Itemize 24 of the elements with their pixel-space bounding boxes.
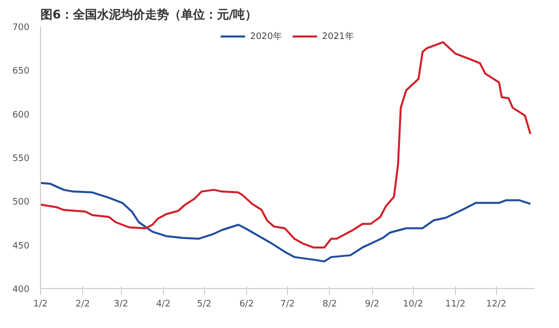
x-tick-label: 2/2 [76,300,90,310]
y-tick-label: 700 [12,23,30,33]
x-tick-label: 1/2 [33,300,48,310]
legend-label: 2021年 [322,30,354,42]
y-tick-label: 450 [12,241,30,252]
chart-title: 图6：全国水泥均价走势（单位：元/吨） [40,8,258,22]
y-tick-label: 600 [12,110,30,120]
x-tick-label: 12/2 [486,300,506,310]
x-tick-label: 9/2 [364,300,380,310]
x-tick-label: 4/2 [156,300,171,310]
y-tick-label: 550 [12,154,30,164]
y-tick-label: 400 [12,285,30,295]
y-tick-label: 500 [12,198,30,208]
x-tick-label: 11/2 [445,300,466,310]
x-tick-label: 10/2 [402,300,424,310]
legend-label: 2020年 [250,30,282,42]
line-series [40,182,532,262]
x-tick-label: 7/2 [280,300,295,310]
x-tick-label: 3/2 [114,300,128,310]
x-tick-label: 8/2 [322,300,338,310]
y-tick-label: 650 [12,66,30,77]
x-tick-label: 6/2 [239,300,254,310]
line-series [40,41,532,248]
x-tick-label: 5/2 [197,300,212,310]
